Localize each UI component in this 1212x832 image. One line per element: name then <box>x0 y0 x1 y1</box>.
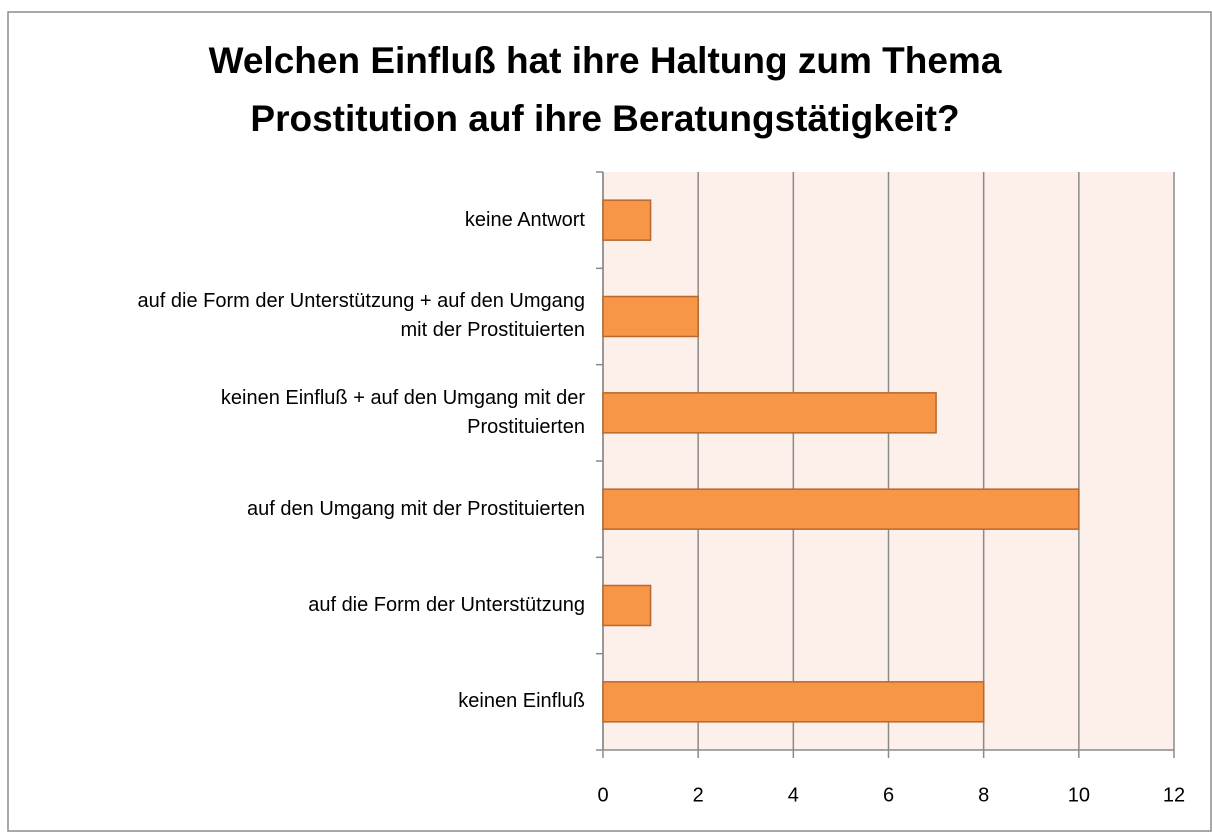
bar <box>602 295 699 338</box>
y-tick-label: auf die Form der Unterstützung + auf den… <box>137 290 585 342</box>
chart-title-box: Welchen Einfluß hat ihre Haltung zum The… <box>208 40 1002 139</box>
y-tick-label: keinen Einfluß <box>458 690 585 713</box>
y-tick-label: keinen Einfluß + auf den Umgang mit der … <box>220 386 585 438</box>
bar <box>602 199 652 241</box>
x-tick-label: 2 <box>693 784 704 806</box>
bar <box>602 488 1080 530</box>
y-tick-label-box: auf die Form der Unterstützung <box>308 593 585 616</box>
chart-title: Welchen Einfluß hat ihre Haltung zum The… <box>208 40 1002 139</box>
bar <box>602 584 652 627</box>
bar <box>602 681 985 723</box>
y-tick-label-box: keinen Einfluß <box>458 690 585 713</box>
y-tick-label: keine Antwort <box>464 208 585 231</box>
y-tick-label: auf die Form der Unterstützung <box>308 593 585 616</box>
x-tick-label: 12 <box>1163 784 1185 806</box>
x-tick-label: 8 <box>978 784 989 806</box>
y-tick-label-box: auf die Form der Unterstützung + auf den… <box>137 290 585 342</box>
x-tick-label: 10 <box>1068 784 1090 806</box>
y-tick-label-box: keinen Einfluß + auf den Umgang mit der … <box>220 386 585 438</box>
y-tick-label: auf den Umgang mit der Prostituierten <box>247 497 585 520</box>
y-tick-label-box: keine Antwort <box>464 208 585 231</box>
x-tick-label: 4 <box>788 784 799 806</box>
x-tick-label: 6 <box>883 784 894 806</box>
y-tick-label-box: auf den Umgang mit der Prostituierten <box>247 497 585 520</box>
bar <box>602 392 937 434</box>
x-tick-label: 0 <box>597 784 608 806</box>
